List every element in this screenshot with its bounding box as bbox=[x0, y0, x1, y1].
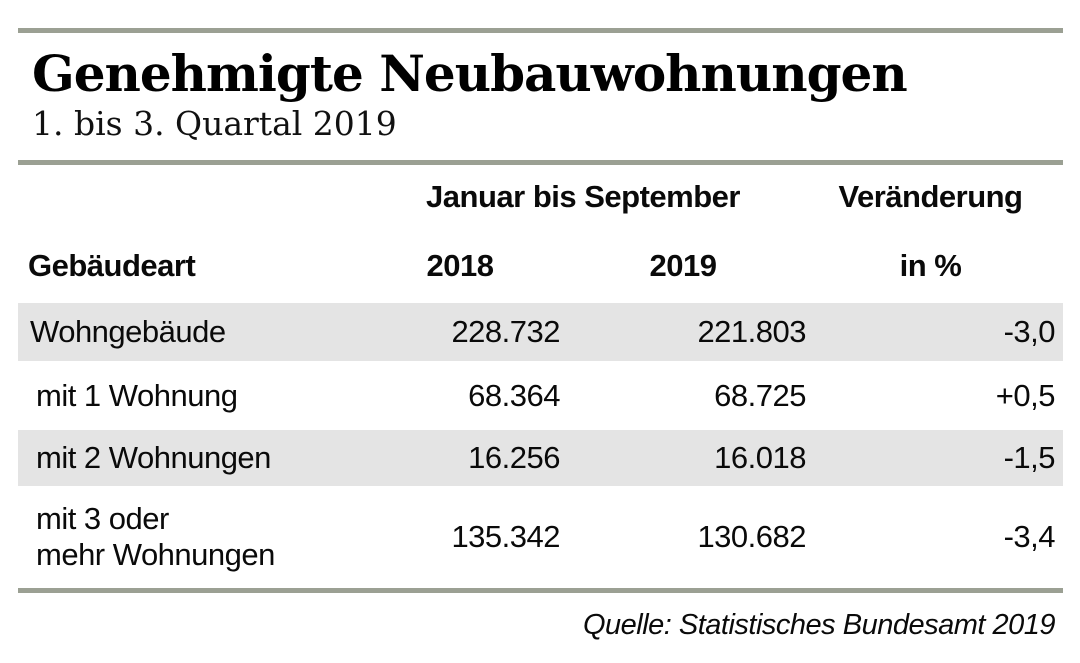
value-change: +0,5 bbox=[995, 377, 1056, 413]
bottom-rule bbox=[18, 588, 1063, 593]
row-label: mit 1 Wohnung bbox=[36, 377, 238, 413]
table-body: Wohngebäude 228.732 221.803 -3,0 mit 1 W… bbox=[18, 303, 1063, 588]
value-2019: 16.018 bbox=[714, 440, 806, 475]
value-change: -3,4 bbox=[1003, 519, 1056, 554]
table-group-header-row: Januar bis September Veränderung bbox=[18, 165, 1063, 229]
source-credit: Quelle: Statistisches Bundesamt 2019 bbox=[582, 609, 1056, 641]
value-2018: 135.342 bbox=[451, 519, 560, 554]
table-row: Wohngebäude 228.732 221.803 -3,0 bbox=[18, 303, 1063, 361]
value-2019: 130.682 bbox=[697, 519, 806, 554]
header-divider-rule bbox=[18, 160, 1063, 165]
row-label: Wohngebäude bbox=[30, 314, 226, 349]
value-change: -3,0 bbox=[1003, 314, 1056, 349]
column-header-in-percent: in % bbox=[899, 248, 962, 283]
table-row: mit 1 Wohnung 68.364 68.725 +0,5 bbox=[18, 361, 1063, 430]
column-header-veraenderung: Veränderung bbox=[838, 179, 1024, 214]
table-column-header-row: Gebäudeart 2018 2019 in % bbox=[18, 229, 1063, 303]
value-2019: 221.803 bbox=[697, 314, 806, 349]
page-subtitle: 1. bis 3. Quartal 2019 bbox=[32, 104, 397, 143]
title-block: Genehmigte Neubauwohnungen 1. bis 3. Qua… bbox=[18, 33, 1063, 160]
table-row: mit 3 oder mehr Wohnungen 135.342 130.68… bbox=[18, 486, 1063, 588]
value-2018: 68.364 bbox=[468, 377, 560, 413]
column-header-2018: 2018 bbox=[426, 248, 494, 283]
top-rule bbox=[18, 28, 1063, 33]
column-group-header-januar-bis-september: Januar bis September bbox=[426, 179, 740, 214]
page-title: Genehmigte Neubauwohnungen bbox=[32, 44, 908, 103]
column-header-gebaeudeart: Gebäudeart bbox=[28, 248, 196, 283]
value-2018: 228.732 bbox=[451, 314, 560, 349]
row-label: mit 3 oder mehr Wohnungen bbox=[36, 501, 275, 572]
row-label: mit 2 Wohnungen bbox=[36, 440, 271, 475]
value-2019: 68.725 bbox=[714, 377, 806, 413]
value-change: -1,5 bbox=[1003, 440, 1056, 475]
value-2018: 16.256 bbox=[468, 440, 560, 475]
table-row: mit 2 Wohnungen 16.256 16.018 -1,5 bbox=[18, 430, 1063, 486]
column-header-2019: 2019 bbox=[649, 248, 717, 283]
